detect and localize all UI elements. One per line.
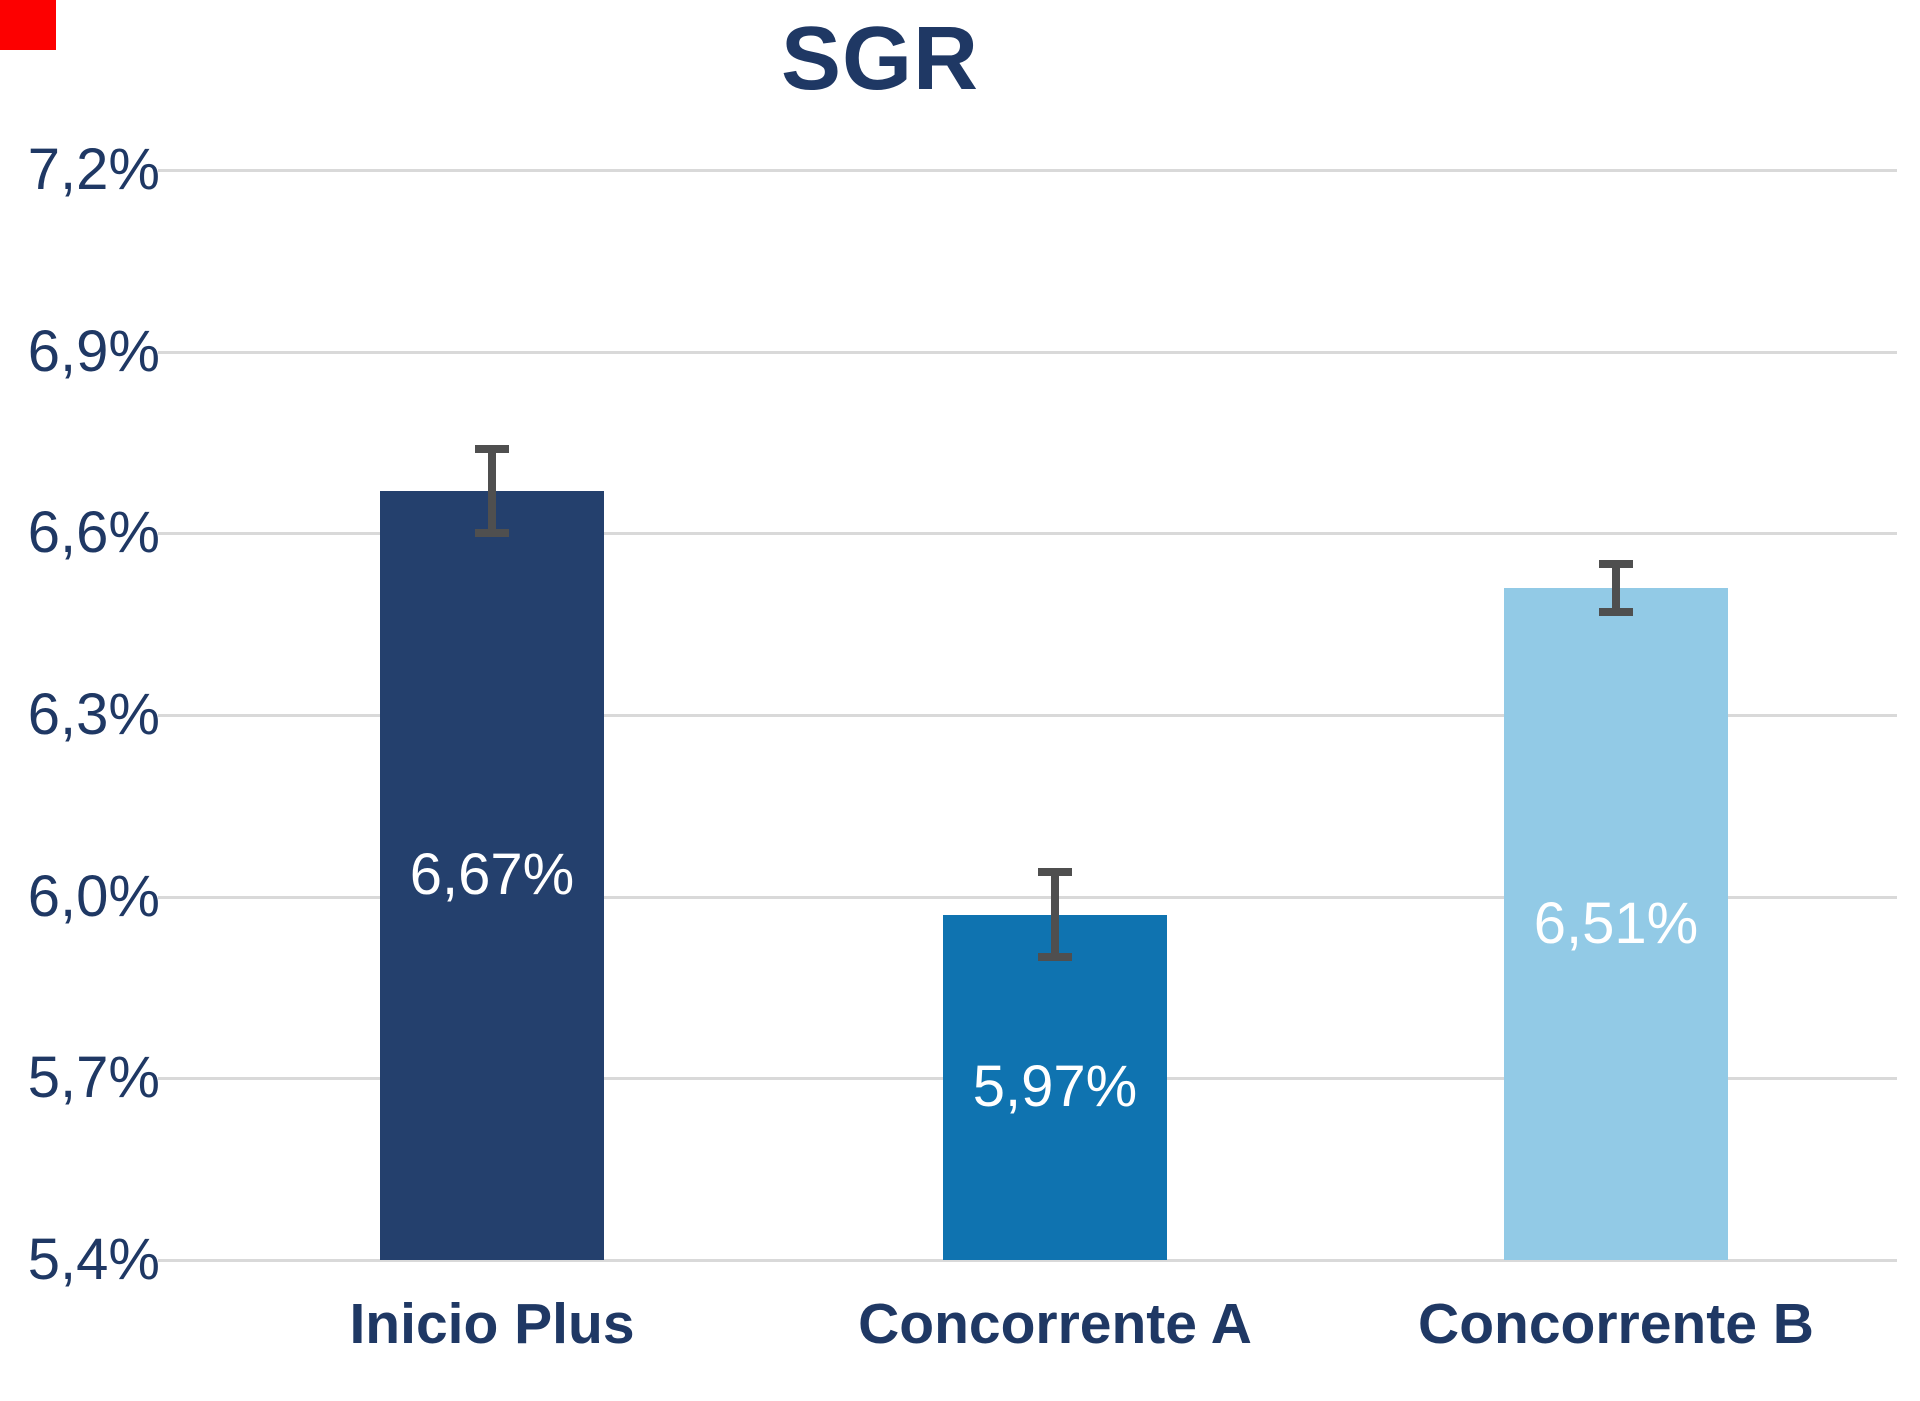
y-axis-tick-label: 6,9% bbox=[27, 318, 160, 384]
gridline bbox=[158, 532, 1897, 536]
error-bar-bottom-cap bbox=[1038, 953, 1072, 962]
bar-value-label: 5,97% bbox=[972, 1054, 1138, 1120]
y-axis-tick-label: 5,7% bbox=[27, 1045, 160, 1111]
error-bar-line bbox=[488, 448, 496, 534]
x-axis-category-label-concorrente-a: Concorrente A bbox=[858, 1292, 1252, 1356]
bar-inicio-plus bbox=[380, 490, 604, 1260]
error-bar-bottom-cap bbox=[1599, 608, 1633, 617]
gridline bbox=[158, 169, 1897, 172]
x-axis-category-label-concorrente-b: Concorrente B bbox=[1418, 1292, 1814, 1356]
gridline bbox=[158, 714, 1897, 717]
red-corner-mark bbox=[0, 0, 56, 50]
error-bar-bottom-cap bbox=[475, 529, 509, 538]
x-axis-category-label-inicio-plus: Inicio Plus bbox=[349, 1292, 635, 1356]
y-axis-tick-label: 7,2% bbox=[27, 137, 160, 202]
gridline bbox=[158, 895, 1897, 899]
error-bar-top-cap bbox=[475, 444, 509, 453]
bar-concorrente-a bbox=[943, 914, 1167, 1260]
error-bar-top-cap bbox=[1599, 559, 1633, 568]
y-axis-tick-label: 6,3% bbox=[27, 682, 160, 747]
bar-value-label: 6,51% bbox=[1533, 890, 1699, 956]
bar-concorrente-b bbox=[1504, 587, 1728, 1260]
bar-value-label: 6,67% bbox=[409, 842, 575, 908]
error-bar-line bbox=[1612, 563, 1620, 613]
error-bar-line bbox=[1051, 872, 1059, 958]
error-bar-top-cap bbox=[1038, 868, 1072, 877]
gridline bbox=[158, 350, 1897, 354]
y-axis-tick-label: 5,4% bbox=[27, 1227, 160, 1292]
chart-title: SGR bbox=[780, 9, 980, 109]
y-axis-tick-label: 6,6% bbox=[27, 500, 160, 566]
y-axis-tick-label: 6,0% bbox=[27, 863, 160, 929]
gridline bbox=[158, 1259, 1897, 1262]
